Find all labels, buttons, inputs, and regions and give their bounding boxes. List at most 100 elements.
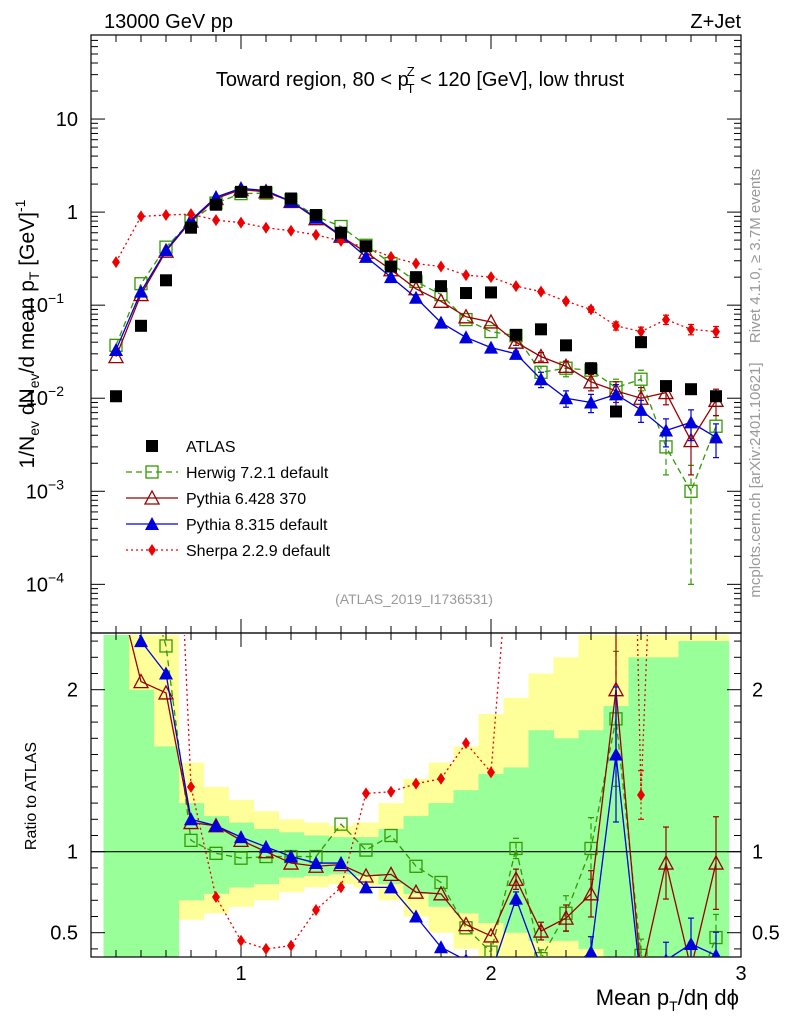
pythia6-point: [682, 432, 700, 448]
header-right: Z+Jet: [690, 11, 741, 33]
atlas-point: [360, 240, 372, 253]
ratio-green-band-bin: [428, 803, 454, 907]
atlas-point: [410, 271, 422, 284]
sherpa-point: [487, 271, 495, 284]
legend-sherpa-marker: [148, 544, 156, 556]
pythia8-ratio-point: [234, 830, 248, 844]
header-left: 13000 GeV pp: [104, 11, 233, 33]
sherpa-point: [437, 260, 445, 273]
herwig-ratio-point: [634, 948, 648, 957]
herwig-point: [484, 324, 498, 339]
sherpa-ratio-point: [237, 934, 245, 947]
pythia6-ratio-point: [634, 968, 648, 981]
sherpa-ratio-point: [687, 295, 695, 307]
y-tick-label: 10−2: [26, 383, 64, 410]
pythia8-ratio-point: [209, 818, 223, 832]
pythia8-ratio-point: [711, 948, 721, 957]
herwig-ratio-point: [509, 841, 523, 856]
atlas-point: [210, 198, 222, 211]
main-series-layer: [107, 181, 725, 585]
ratio-green-band-bin: [478, 773, 504, 923]
legend-pythia8-marker: [145, 517, 159, 530]
pythia6-ratio-point: [432, 885, 450, 901]
atlas-point: [260, 185, 272, 198]
sherpa-point: [162, 209, 170, 222]
sherpa-ratio-point: [712, 198, 720, 210]
legend-pythia6-marker: [143, 489, 161, 505]
pythia8-point: [484, 340, 498, 354]
sherpa-point: [212, 214, 220, 227]
legend-pythia8-label: Pythia 8.315 default: [186, 517, 328, 534]
herwig-ratio-point: [110, 441, 122, 453]
pythia8-ratio-point: [334, 856, 348, 870]
y-tick-label: 1: [67, 202, 78, 224]
ratio-green-band-bin: [678, 641, 704, 957]
atlas-point: [535, 323, 547, 336]
atlas-point: [435, 280, 447, 293]
pythia6-point: [557, 357, 575, 374]
pythia8-point: [584, 395, 598, 409]
ratio-tick-label-right: 2: [752, 680, 763, 702]
ratio-green-band-bin: [628, 657, 654, 957]
sherpa-ratio-point: [212, 891, 220, 904]
sherpa-point: [712, 325, 720, 338]
sherpa-ratio-point: [287, 939, 295, 952]
herwig-ratio-point: [184, 833, 198, 848]
sherpa-point: [687, 323, 695, 336]
atlas-point: [185, 221, 197, 234]
pythia6-point: [432, 292, 450, 308]
ratio-green-band-bin: [653, 657, 679, 957]
sherpa-ratio-point: [387, 785, 395, 798]
pythia6-ratio-point: [532, 922, 550, 938]
pythia6-line: [115, 188, 717, 442]
herwig-point: [634, 372, 648, 386]
x-axis-label: Mean pT/dη dϕ: [596, 985, 739, 1014]
sherpa-ratio-point: [437, 772, 445, 785]
pythia8-point: [659, 423, 673, 437]
atlas-point: [235, 185, 247, 198]
atlas-point: [560, 339, 572, 352]
sherpa-point: [187, 208, 195, 221]
sherpa-point: [112, 256, 120, 269]
pythia8-ratio-point: [259, 839, 273, 853]
x-tick-label: 1: [235, 963, 246, 985]
sherpa-point: [612, 319, 620, 332]
legend-atlas-label: ATLAS: [186, 439, 236, 456]
pythia6-ratio-point: [507, 870, 525, 886]
sherpa-ratio-point: [537, 603, 545, 615]
sherpa-point: [512, 280, 520, 293]
pythia8-ratio-point: [359, 880, 373, 894]
y-tick-label: 10−3: [26, 476, 64, 503]
atlas-point: [160, 274, 172, 287]
sherpa-point: [287, 224, 295, 237]
sherpa-ratio-point: [487, 766, 495, 779]
atlas-point: [610, 405, 622, 418]
pythia6-ratio-point: [457, 916, 475, 932]
pythia8-point: [534, 372, 548, 386]
analysis-id-label: (ATLAS_2019_I1736531): [335, 591, 493, 607]
atlas-point: [110, 390, 122, 403]
sherpa-point: [237, 216, 245, 229]
pythia8-point: [359, 249, 373, 263]
ratio-series-layer: [109, 198, 725, 986]
pythia8-point: [159, 243, 173, 257]
herwig-ratio-point: [660, 974, 672, 986]
pythia8-ratio-point: [109, 505, 123, 518]
sherpa-ratio-point: [637, 789, 645, 801]
pythia8-point: [559, 391, 573, 405]
herwig-ratio-point: [484, 945, 498, 957]
pythia8-ratio-point: [509, 891, 523, 905]
sherpa-point: [462, 269, 470, 282]
herwig-ratio-point: [434, 875, 448, 890]
herwig-ratio-point: [159, 639, 173, 653]
pythia6-point: [457, 308, 475, 324]
legend-atlas-marker: [146, 440, 158, 452]
sherpa-ratio-point: [187, 780, 195, 793]
ratio-green-band-bin: [378, 829, 404, 885]
herwig-ratio-point: [209, 846, 223, 860]
sherpa-point: [312, 228, 320, 241]
sherpa-ratio-point: [362, 787, 370, 800]
herwig-ratio-point: [409, 859, 423, 873]
pythia8-ratio-point: [559, 963, 573, 976]
